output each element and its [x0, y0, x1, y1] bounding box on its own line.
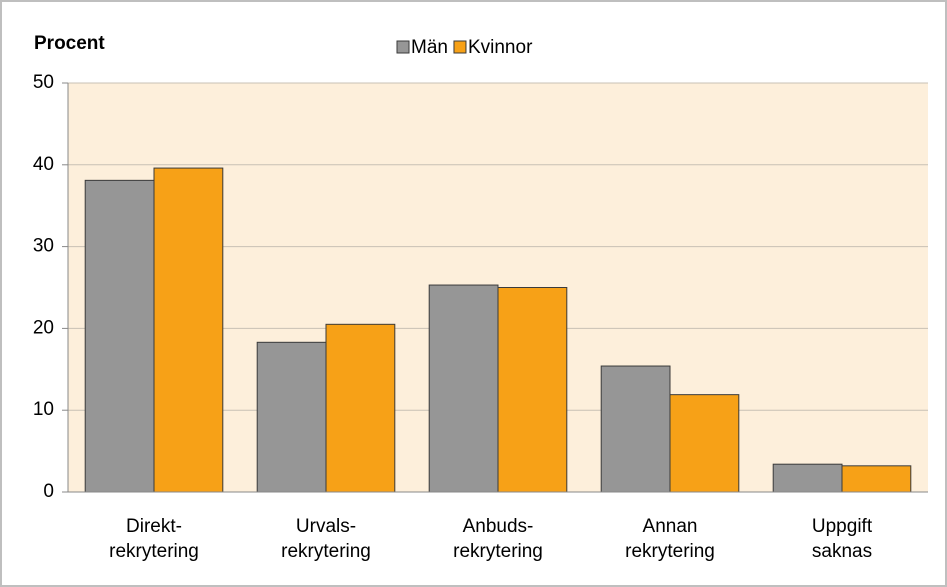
legend-swatch — [453, 40, 467, 54]
x-tick-label: Annan — [643, 516, 698, 537]
x-tick-label: Anbuds- — [463, 516, 534, 537]
y-tick-label: 0 — [43, 481, 54, 502]
x-tick-label: Urvals- — [296, 516, 356, 537]
bar — [772, 463, 843, 493]
legend-label: Män — [411, 37, 448, 58]
x-tick-label: Uppgift — [812, 516, 873, 537]
bar — [497, 287, 568, 493]
y-tick-label: 50 — [33, 72, 54, 93]
bar — [325, 323, 396, 493]
bar — [256, 341, 327, 493]
bar — [600, 365, 671, 493]
x-tick-label: Direkt- — [126, 516, 182, 537]
y-tick-label: 10 — [33, 399, 54, 420]
legend-swatch — [396, 40, 410, 54]
x-tick-label: saknas — [812, 541, 872, 562]
x-tick-label: rekrytering — [281, 541, 371, 562]
legend-label: Kvinnor — [468, 37, 533, 58]
y-tick-label: 20 — [33, 317, 54, 338]
x-tick-label: rekrytering — [109, 541, 199, 562]
bar — [841, 465, 912, 493]
x-tick-label: rekrytering — [625, 541, 715, 562]
bar — [84, 179, 155, 493]
x-tick-label: rekrytering — [453, 541, 543, 562]
y-tick-label: 40 — [33, 154, 54, 175]
bar — [669, 394, 740, 493]
y-tick-label: 30 — [33, 236, 54, 257]
bar — [153, 167, 224, 493]
bar — [428, 284, 499, 493]
y-axis-label: Procent — [34, 33, 105, 54]
